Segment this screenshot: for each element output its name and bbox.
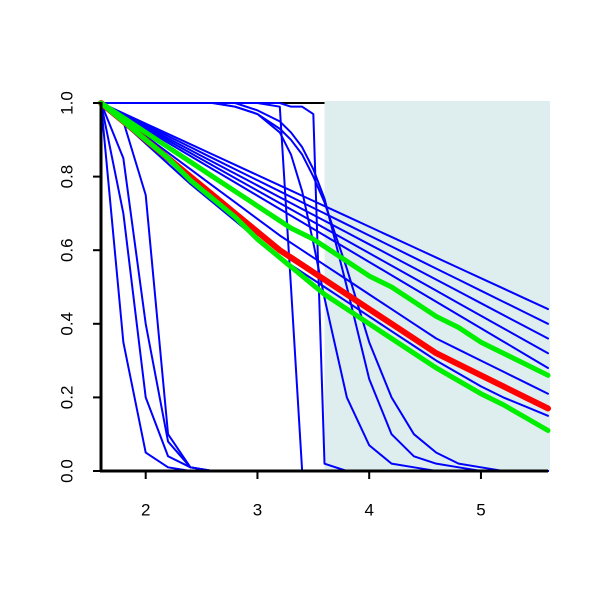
series-line (100, 102, 549, 369)
y-tick-label: 0.4 (57, 312, 76, 336)
series-line (100, 102, 549, 417)
series-line (100, 102, 549, 325)
series-line (100, 102, 549, 472)
y-tick-label: 0.6 (57, 238, 76, 262)
y-tick-label: 0.8 (57, 165, 76, 189)
series-line (100, 102, 549, 395)
x-tick-label: 5 (476, 500, 485, 519)
y-tick-label: 0.2 (57, 386, 76, 410)
series-line (98, 100, 551, 434)
series-line (100, 102, 549, 340)
shaded-region (324, 101, 550, 471)
x-tick-label: 4 (364, 500, 373, 519)
y-tick-label: 1.0 (57, 91, 76, 115)
series-line (98, 100, 551, 378)
y-tick-label: 0.0 (57, 459, 76, 483)
x-tick-label: 2 (141, 500, 150, 519)
x-tick-label: 3 (253, 500, 262, 519)
series-line (100, 102, 549, 355)
series-line (100, 102, 549, 311)
